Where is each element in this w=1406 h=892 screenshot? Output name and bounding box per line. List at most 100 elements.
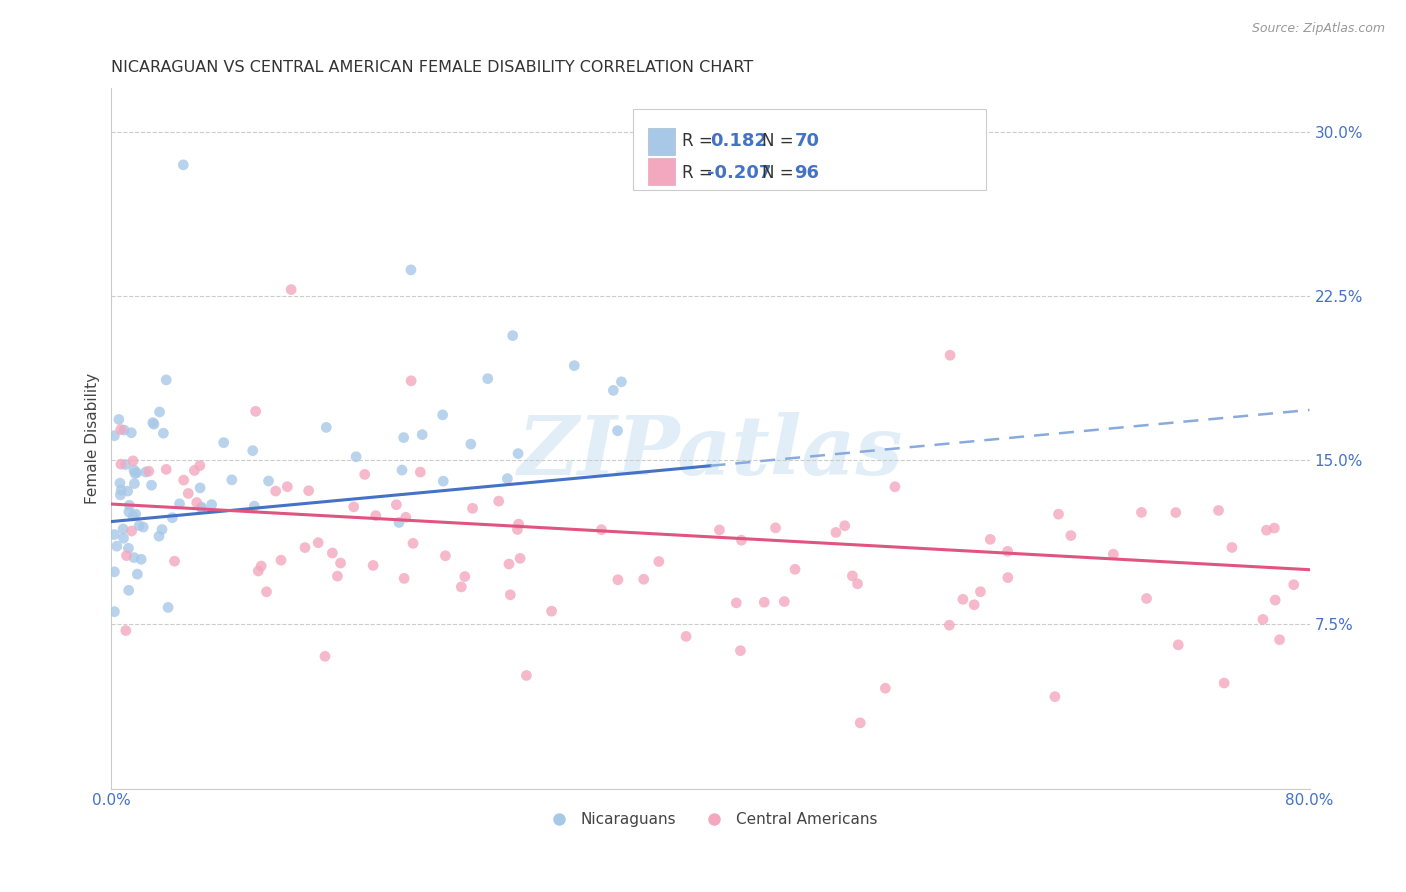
Point: [392, 431, 415, 445]
Point: [163, 554, 186, 568]
Point: [115, 549, 138, 563]
Point: [765, 521, 787, 535]
Point: [1208, 503, 1230, 517]
Point: [221, 473, 243, 487]
Point: [1263, 521, 1285, 535]
Point: [979, 533, 1001, 547]
Point: [155, 462, 177, 476]
Point: [849, 715, 872, 730]
Point: [461, 501, 484, 516]
Point: [264, 484, 287, 499]
Point: [138, 464, 160, 478]
Point: [344, 450, 367, 464]
Point: [315, 420, 337, 434]
Point: [152, 426, 174, 441]
Point: [132, 520, 155, 534]
Point: [245, 404, 267, 418]
Point: [190, 500, 212, 514]
Point: [709, 523, 731, 537]
Point: [952, 592, 974, 607]
Point: [188, 458, 211, 473]
Point: [103, 605, 125, 619]
Point: [773, 594, 796, 608]
Point: [399, 263, 422, 277]
Point: [114, 624, 136, 638]
Point: [834, 518, 856, 533]
Point: [110, 483, 132, 498]
Point: [477, 372, 499, 386]
Point: [1102, 547, 1125, 561]
Point: [846, 576, 869, 591]
Point: [385, 498, 408, 512]
Point: [1047, 507, 1070, 521]
Point: [105, 539, 128, 553]
Point: [754, 595, 776, 609]
Point: [162, 510, 184, 524]
Text: 0.182: 0.182: [710, 133, 768, 151]
Point: [243, 499, 266, 513]
Point: [122, 454, 145, 468]
Point: [177, 486, 200, 500]
Point: [997, 544, 1019, 558]
Point: [361, 558, 384, 573]
Point: [155, 373, 177, 387]
Point: [128, 518, 150, 533]
Point: [103, 565, 125, 579]
Point: [117, 541, 139, 556]
Point: [540, 604, 562, 618]
Point: [108, 476, 131, 491]
Point: [135, 465, 157, 479]
Point: [633, 572, 655, 586]
Point: [434, 549, 457, 563]
Point: [460, 437, 482, 451]
Point: [730, 533, 752, 548]
Point: [602, 384, 624, 398]
Point: [825, 525, 848, 540]
Point: [250, 559, 273, 574]
Point: [1043, 690, 1066, 704]
Point: [112, 423, 135, 437]
Point: [173, 473, 195, 487]
Point: [122, 463, 145, 477]
Point: [508, 517, 530, 532]
Point: [432, 474, 454, 488]
Point: [256, 584, 278, 599]
Text: N =: N =: [762, 133, 799, 151]
Point: [276, 480, 298, 494]
Point: [148, 405, 170, 419]
Point: [730, 643, 752, 657]
Text: 96: 96: [794, 164, 820, 182]
Point: [141, 478, 163, 492]
Point: [169, 497, 191, 511]
Point: [294, 541, 316, 555]
Point: [606, 573, 628, 587]
Text: R =: R =: [682, 133, 717, 151]
Point: [117, 484, 139, 499]
Point: [488, 494, 510, 508]
Point: [321, 546, 343, 560]
Point: [125, 507, 148, 521]
Point: [307, 535, 329, 549]
Point: [103, 428, 125, 442]
FancyBboxPatch shape: [648, 158, 675, 185]
Point: [648, 554, 671, 568]
Point: [183, 463, 205, 477]
Point: [124, 467, 146, 481]
Point: [515, 668, 537, 682]
Point: [402, 536, 425, 550]
Point: [1251, 612, 1274, 626]
Text: N =: N =: [762, 164, 799, 182]
Point: [409, 465, 432, 479]
Point: [122, 508, 145, 523]
Point: [157, 600, 180, 615]
Point: [1060, 528, 1083, 542]
Point: [432, 408, 454, 422]
Point: [114, 458, 136, 472]
Point: [143, 417, 166, 432]
Point: [411, 427, 433, 442]
Point: [506, 523, 529, 537]
Point: [121, 524, 143, 538]
Point: [326, 569, 349, 583]
Point: [675, 629, 697, 643]
Point: [450, 580, 472, 594]
